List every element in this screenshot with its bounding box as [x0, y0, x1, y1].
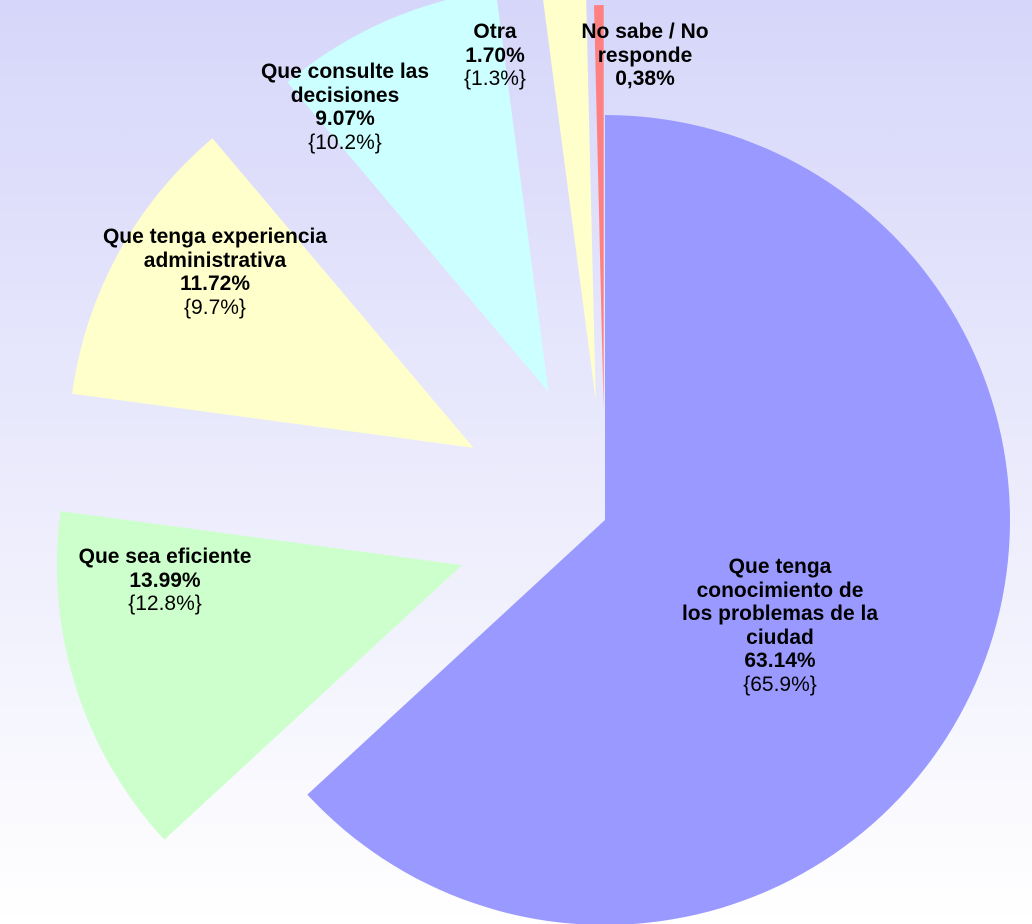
secondary-label: {9.7%} [184, 295, 246, 319]
label-box: Otra 1.70% {1.3%} [440, 20, 550, 91]
value-label: 9.07% [315, 107, 375, 131]
value-label: 63.14% [744, 649, 816, 673]
secondary-label: {10.2%} [308, 130, 382, 154]
secondary-label: {65.9%} [743, 672, 817, 696]
secondary-label: {1.3%} [464, 67, 526, 91]
pie-slice [72, 138, 474, 448]
category-label: Que sea eficiente [78, 545, 252, 568]
pie-slice [287, 0, 549, 392]
category-label: Que tenga experiencia administrativa [102, 225, 328, 272]
pie-slice [594, 5, 604, 411]
label-box: Que tenga conocimiento de los problemas … [680, 555, 880, 696]
label-box: No sabe / No responde 0,38% [545, 20, 745, 91]
label-box: Que sea eficiente 13.99% {12.8%} [65, 545, 265, 616]
category-label: No sabe / No responde [581, 20, 709, 67]
label-box: Que tenga experiencia administrativa 11.7… [95, 225, 335, 319]
value-label: 11.72% [179, 272, 251, 296]
pie-slice [307, 115, 1010, 924]
value-label: 13.99% [129, 568, 201, 592]
category-label: Que consulte las decisiones [260, 60, 430, 107]
category-label: Otra [473, 20, 517, 43]
pie-slice [543, 0, 596, 401]
label-box: Que consulte las decisiones 9.07% {10.2%} [235, 60, 455, 154]
value-label: 0,38% [615, 67, 675, 91]
slice-label: Que tenga conocimiento de los problemas … [680, 555, 880, 696]
secondary-label: {12.8%} [128, 592, 202, 616]
value-label: 1.70% [465, 43, 525, 67]
pie-slice [56, 511, 462, 840]
slice-label: Que tenga experiencia administrativa11.7… [95, 225, 335, 319]
category-label: Que tenga conocimiento de los problemas … [681, 555, 879, 649]
